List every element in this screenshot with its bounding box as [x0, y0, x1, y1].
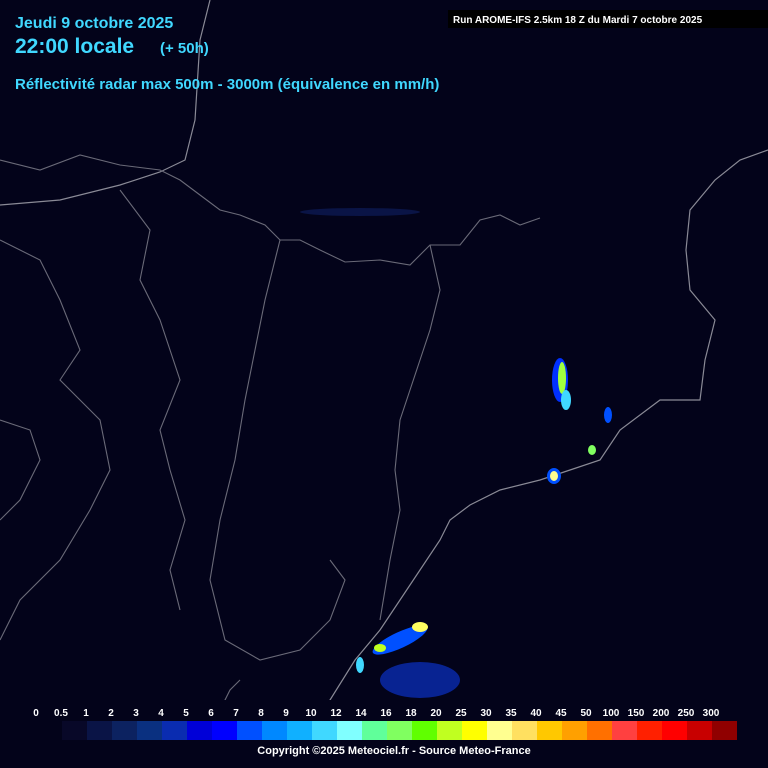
legend-label: 9: [283, 708, 289, 719]
rain-cell: [561, 390, 571, 410]
legend-label: 200: [653, 708, 670, 719]
legend-label: 100: [603, 708, 620, 719]
rain-cell: [588, 445, 596, 455]
precipitation: [300, 208, 612, 698]
legend-swatch: [212, 721, 237, 740]
legend-label: 12: [330, 708, 342, 719]
legend-label: 0.5: [54, 708, 68, 719]
legend-label: 45: [555, 708, 567, 719]
legend-swatch: [262, 721, 287, 740]
legend-label: 150: [628, 708, 645, 719]
legend-swatch: [662, 721, 687, 740]
coastline: [0, 0, 211, 206]
legend-swatch: [487, 721, 512, 740]
legend-label: 1: [83, 708, 89, 719]
legend-label: 20: [430, 708, 442, 719]
legend-label: 250: [678, 708, 695, 719]
legend-label: 18: [405, 708, 417, 719]
legend-swatch: [62, 721, 87, 740]
legend-swatch: [562, 721, 587, 740]
legend-label: 14: [355, 708, 367, 719]
legend-label: 16: [380, 708, 392, 719]
legend-swatch: [312, 721, 337, 740]
run-info: Run AROME-IFS 2.5km 18 Z du Mardi 7 octo…: [453, 15, 703, 26]
legend-swatch: [137, 721, 162, 740]
rain-area: [300, 208, 420, 216]
legend-swatch: [187, 721, 212, 740]
border: [0, 419, 41, 521]
rain-area: [380, 662, 460, 698]
legend-label: 25: [455, 708, 467, 719]
legend-swatch: [287, 721, 312, 740]
legend-swatch: [412, 721, 437, 740]
legend-swatch: [237, 721, 262, 740]
legend-swatch: [87, 721, 112, 740]
rain-cell: [412, 622, 428, 632]
border: [119, 189, 186, 611]
legend-swatch: [687, 721, 712, 740]
legend-label: 5: [183, 708, 189, 719]
border: [209, 239, 346, 661]
legend-swatch: [612, 721, 637, 740]
legend-swatch: [637, 721, 662, 740]
legend-swatch: [537, 721, 562, 740]
time: 22:00 locale: [15, 35, 134, 58]
legend-label: 300: [703, 708, 720, 719]
rain-cell: [550, 471, 558, 481]
rain-cell: [374, 644, 386, 652]
legend-swatch: [712, 721, 737, 740]
border: [379, 244, 441, 621]
legend-swatch: [587, 721, 612, 740]
legend-label: 4: [158, 708, 164, 719]
legend-swatch: [512, 721, 537, 740]
legend: 0 0.5 1 2 3 4 5 6 7 8 9 10 12 14 16 18 20 25 30 35 40 45 50 100…: [33, 708, 737, 740]
legend-label: 3: [133, 708, 139, 719]
legend-label: 35: [505, 708, 517, 719]
coastline: [279, 149, 768, 768]
rain-cell: [604, 407, 612, 423]
rain-cell: [356, 657, 364, 673]
legend-label: 10: [305, 708, 317, 719]
legend-swatch: [112, 721, 137, 740]
legend-swatch: [162, 721, 187, 740]
legend-label: 8: [258, 708, 264, 719]
subtitle: Réflectivité radar max 500m - 3000m (équ…: [15, 76, 439, 93]
date: Jeudi 9 octobre 2025: [15, 15, 173, 32]
legend-label: 2: [108, 708, 114, 719]
legend-label: 7: [233, 708, 239, 719]
copyright: Copyright ©2025 Meteociel.fr - Source Me…: [257, 745, 530, 757]
legend-label: 6: [208, 708, 214, 719]
legend-swatch: [387, 721, 412, 740]
legend-label: 0: [33, 708, 39, 719]
legend-label: 40: [530, 708, 542, 719]
border: [0, 154, 541, 266]
legend-swatch: [362, 721, 387, 740]
legend-label: 50: [580, 708, 592, 719]
rain-cell: [372, 625, 428, 655]
legend-label: 30: [480, 708, 492, 719]
rain-cell: [558, 362, 566, 394]
legend-swatch: [462, 721, 487, 740]
border: [0, 239, 111, 641]
legend-swatch: [337, 721, 362, 740]
run-box: [448, 10, 768, 28]
forecast-offset: (+ 50h): [160, 40, 209, 57]
legend-swatch: [437, 721, 462, 740]
